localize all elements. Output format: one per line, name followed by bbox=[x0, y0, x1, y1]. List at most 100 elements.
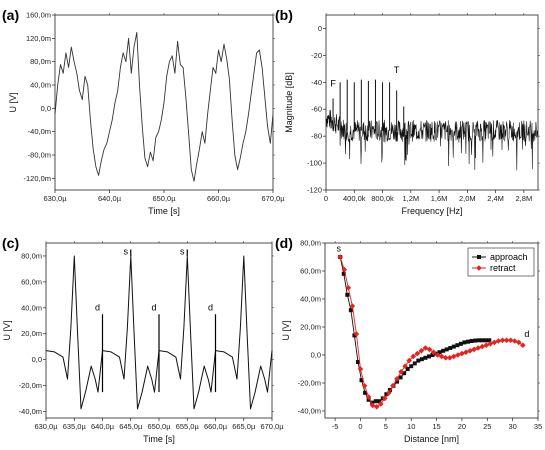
panel-label: (b) bbox=[275, 7, 293, 23]
approach-point bbox=[387, 388, 392, 392]
y-tick-label: 20,0m bbox=[300, 323, 321, 332]
y-tick-label: -40,0m bbox=[28, 127, 51, 136]
noise-floor bbox=[325, 110, 539, 171]
y-tick-label: -80,0m bbox=[28, 151, 51, 160]
retract-point bbox=[442, 355, 449, 361]
event-annotation: s bbox=[124, 247, 129, 257]
plot-frame bbox=[325, 14, 539, 191]
series-approach bbox=[338, 255, 492, 405]
retract-point bbox=[467, 348, 473, 354]
panel-label: (a) bbox=[2, 7, 19, 23]
plot-frame bbox=[324, 242, 539, 419]
y-tick-label: 0,0 bbox=[311, 351, 321, 360]
legend-label: approach bbox=[490, 252, 528, 262]
x-tick-label: 635,0µ bbox=[63, 422, 87, 431]
retract-point bbox=[373, 404, 380, 410]
retract-point bbox=[357, 366, 364, 372]
y-tick-label: 60,0m bbox=[21, 277, 42, 286]
x-tick-label: 670,0µ bbox=[261, 194, 285, 203]
legend-box bbox=[467, 247, 535, 277]
approach-point bbox=[409, 364, 414, 369]
x-tick-label: 650,0µ bbox=[147, 422, 171, 431]
series-retract bbox=[337, 254, 526, 410]
x-tick-label: 20 bbox=[458, 422, 466, 431]
retract-point bbox=[406, 357, 412, 364]
retract-point bbox=[398, 369, 404, 375]
approach-point bbox=[426, 354, 431, 359]
approach-point bbox=[487, 338, 492, 343]
retract-point bbox=[438, 353, 445, 360]
panel-c: (c) 630,0µ 635,0µ 640,0µ 645,0µ 650,0µ 655,0µ 6… bbox=[2, 235, 284, 444]
curve-annotation: d bbox=[524, 329, 529, 339]
retract-point bbox=[349, 303, 356, 309]
x-tick-label: 2,4M bbox=[487, 194, 504, 203]
x-tick-label: 0 bbox=[358, 422, 362, 431]
panel-label: (d) bbox=[275, 235, 293, 251]
retract-point bbox=[365, 394, 372, 400]
retract-point bbox=[479, 343, 486, 350]
panel-b: (b) 0 400,0k 800,0k 1,2M 1,6M 2,0M 2,4M 2,8M -120… bbox=[275, 7, 540, 216]
signal-line bbox=[54, 32, 274, 182]
retract-point bbox=[418, 348, 425, 354]
retract-point bbox=[377, 401, 384, 407]
legend-marker bbox=[477, 255, 481, 259]
x-tick-label: 0 bbox=[324, 194, 328, 203]
y-tick-label: 80,0m bbox=[21, 251, 42, 260]
approach-point bbox=[402, 371, 407, 376]
approach-point bbox=[384, 392, 389, 397]
y-tick-label: 40,0m bbox=[300, 295, 321, 304]
retract-point bbox=[459, 350, 465, 357]
approach-point bbox=[398, 375, 403, 380]
x-axis-label: Frequency [Hz] bbox=[401, 206, 462, 216]
y-axis-label: Magnitude [dB] bbox=[284, 72, 294, 133]
approach-point bbox=[469, 339, 474, 343]
y-tick-label: 60,0m bbox=[300, 267, 321, 276]
y-axis-label: U [V] bbox=[8, 92, 18, 112]
approach-point bbox=[476, 338, 481, 343]
x-tick-label: 650,0µ bbox=[152, 194, 176, 203]
approach-point bbox=[462, 340, 467, 345]
x-tick-label: 640,0µ bbox=[91, 422, 115, 431]
approach-point bbox=[419, 357, 424, 362]
y-tick-label: 20,0m bbox=[21, 329, 42, 338]
y-tick-label: -20,0m bbox=[19, 381, 42, 390]
x-tick-label: -5 bbox=[332, 422, 339, 431]
x-tick-label: 5 bbox=[384, 422, 388, 431]
retract-point bbox=[503, 337, 510, 344]
legend-label: retract bbox=[490, 263, 516, 273]
approach-point bbox=[430, 353, 435, 357]
x-tick-label: 800,0k bbox=[371, 194, 394, 203]
x-tick-label: 645,0µ bbox=[119, 422, 143, 431]
peak-annotation: F bbox=[330, 78, 336, 88]
retract-point bbox=[414, 350, 421, 357]
retract-point bbox=[422, 345, 429, 351]
x-axis-label: Time [s] bbox=[148, 206, 180, 216]
x-tick-label: 660,0µ bbox=[207, 194, 231, 203]
retract-point bbox=[475, 345, 481, 351]
x-tick-label: 655,0µ bbox=[176, 422, 200, 431]
x-axis-label: Time [s] bbox=[143, 434, 175, 444]
y-tick-label: 40,0m bbox=[30, 81, 51, 90]
peak-annotation: T bbox=[394, 65, 400, 75]
approach-point bbox=[377, 399, 382, 404]
approach-point bbox=[341, 271, 346, 276]
approach-point bbox=[352, 333, 357, 338]
retract-point bbox=[495, 338, 502, 344]
retract-point bbox=[507, 337, 514, 344]
approach-point bbox=[359, 378, 364, 383]
approach-point bbox=[345, 292, 350, 297]
approach-point bbox=[480, 338, 485, 343]
y-tick-label: -80 bbox=[311, 132, 322, 141]
retract-point bbox=[394, 376, 400, 382]
approach-point bbox=[412, 361, 417, 366]
approach-point bbox=[405, 367, 410, 371]
approach-point bbox=[437, 350, 442, 355]
retract-point bbox=[345, 285, 352, 291]
panel-d: (d) -5 0 5 10 15 20 25 30 35 -40,0m -20,0m 0,0 20,0m 4… bbox=[275, 235, 542, 444]
panel-label: (c) bbox=[2, 235, 19, 251]
retract-point bbox=[382, 395, 388, 402]
retract-point bbox=[515, 339, 522, 346]
y-tick-label: 80,0m bbox=[30, 57, 51, 66]
x-tick-label: 15 bbox=[432, 422, 440, 431]
